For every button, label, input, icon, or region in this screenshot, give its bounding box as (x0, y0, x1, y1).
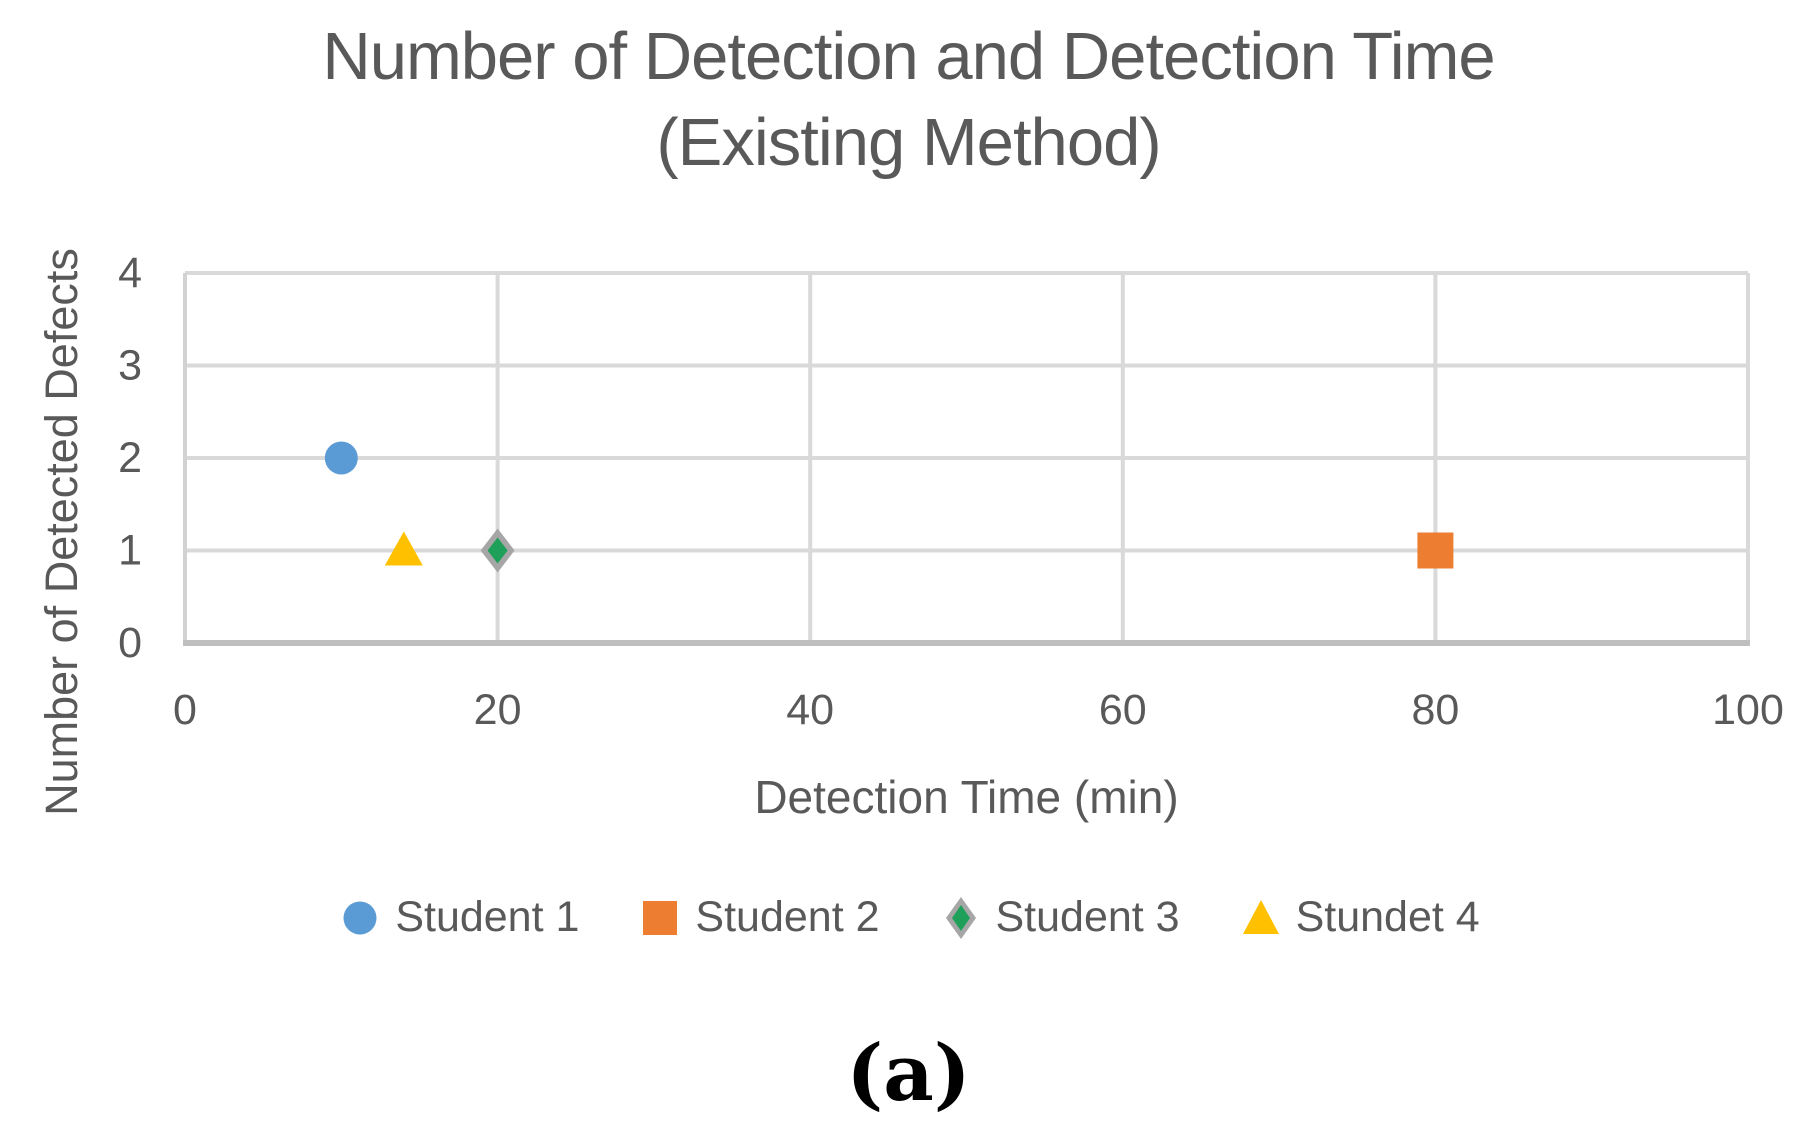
chart-title-line2: (Existing Method) (656, 105, 1161, 180)
marker-student-3 (487, 537, 508, 564)
x-tick-label-20: 20 (474, 686, 522, 734)
circle-legend-marker-icon (343, 901, 377, 934)
marker-student-1 (324, 441, 358, 475)
y-tick-label-1: 1 (118, 527, 142, 575)
marker-student-2 (1417, 532, 1454, 569)
diamond-legend-marker-icon (945, 896, 976, 939)
x-tick-label-80: 80 (1411, 686, 1459, 734)
x-tick-label-60: 60 (1099, 686, 1147, 734)
y-tick-label-0: 0 (118, 619, 142, 667)
legend-label: Student 1 (395, 893, 580, 941)
legend-glyph (1242, 899, 1279, 934)
legend-glyph (643, 900, 678, 935)
legend-label: Stundet 4 (1295, 893, 1480, 941)
y-tick-label-2: 2 (118, 434, 142, 482)
triangle-legend-marker-icon (1242, 899, 1279, 934)
legend-label: Student 3 (995, 893, 1180, 941)
legend-item-student-1: Student 1 (337, 893, 579, 942)
figure-caption: (a) (846, 1028, 971, 1119)
x-axis-title: Detection Time (min) (754, 771, 1179, 823)
chart-title-line1: Number of Detection and Detection Time (322, 19, 1495, 94)
x-tick-label-0: 0 (173, 686, 197, 734)
legend-glyph (343, 901, 377, 934)
legend-label: Student 2 (695, 893, 880, 941)
square-legend-marker-icon (643, 900, 678, 935)
x-tick-label-100: 100 (1712, 686, 1784, 734)
legend-item-student-3: Student 3 (938, 893, 1180, 942)
y-tick-label-4: 4 (118, 249, 142, 297)
legend-item-student-2: Student 2 (637, 893, 880, 942)
chart-legend: Student 1 Student 2 Student 3 Stundet 4 (0, 893, 1817, 942)
x-tick-label-40: 40 (786, 686, 834, 734)
legend-glyph (951, 904, 970, 931)
legend-item-stundet-4: Stundet 4 (1238, 893, 1480, 942)
chart-title: Number of Detection and Detection Time (… (0, 14, 1817, 186)
marker-stundet-4 (384, 531, 423, 566)
y-tick-label-3: 3 (118, 342, 142, 390)
